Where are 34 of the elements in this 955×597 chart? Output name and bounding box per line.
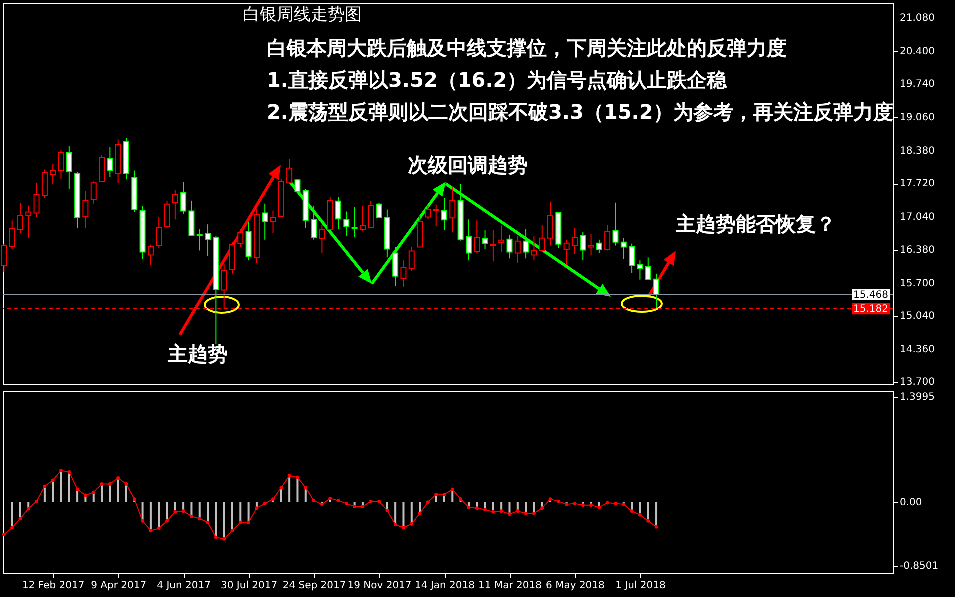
ref-line-label: 15.468 <box>854 290 888 301</box>
x-tick-label: 24 Sep 2017 <box>282 580 346 592</box>
x-tick-label: 11 Mar 2018 <box>478 580 542 592</box>
y-tick-label: 15.040 <box>900 310 935 322</box>
x-tick-label: 30 Jul 2017 <box>220 580 278 592</box>
x-tick-label: 1 Jul 2018 <box>616 580 666 592</box>
annotation: 1.直接反弹以3.52（16.2）为信号点确认止跌企稳 <box>267 68 728 92</box>
y-tick-label: 18.380 <box>900 146 935 158</box>
y-tick-label: 19.060 <box>900 112 935 124</box>
y-tick-label: 16.380 <box>900 244 935 256</box>
ref-line-label: 15.182 <box>854 304 888 315</box>
x-tick-label: 19 Nov 2017 <box>348 580 412 592</box>
x-tick-label: 4 Jun 2017 <box>157 580 211 592</box>
y-tick-label: 17.720 <box>900 178 935 190</box>
y-tick-label: 13.700 <box>900 377 935 388</box>
chart-title: 白银周线走势图 <box>243 5 362 25</box>
annotation: 白银本周大跌后触及中线支撑位，下周关注此处的反弹力度 <box>267 36 787 60</box>
y-tick-label: 14.360 <box>900 344 935 356</box>
y-tick-label: 17.040 <box>900 212 935 224</box>
x-tick-label: 9 Apr 2017 <box>91 580 147 592</box>
x-tick-label: 12 Feb 2017 <box>22 580 85 592</box>
y-tick-label: 19.740 <box>900 78 935 90</box>
annotation: 次级回调趋势 <box>408 153 528 177</box>
y-tick-label: -0.8501 <box>900 561 939 572</box>
annotation: 2.震荡型反弹则以二次回踩不破3.3（15.2）为参考，再关注反弹力度 <box>267 100 894 124</box>
x-tick-label: 6 May 2018 <box>546 580 605 592</box>
y-tick-label: 21.080 <box>900 12 935 24</box>
y-tick-label: 15.700 <box>900 278 935 290</box>
x-tick-label: 14 Jan 2018 <box>415 580 475 592</box>
y-tick-label: 1.3995 <box>900 392 935 404</box>
annotation: 主趋势 <box>167 342 228 366</box>
annotation: 主趋势能否恢复？ <box>675 212 836 236</box>
y-tick-label: 0.00 <box>900 497 922 508</box>
y-tick-label: 20.400 <box>900 46 935 58</box>
